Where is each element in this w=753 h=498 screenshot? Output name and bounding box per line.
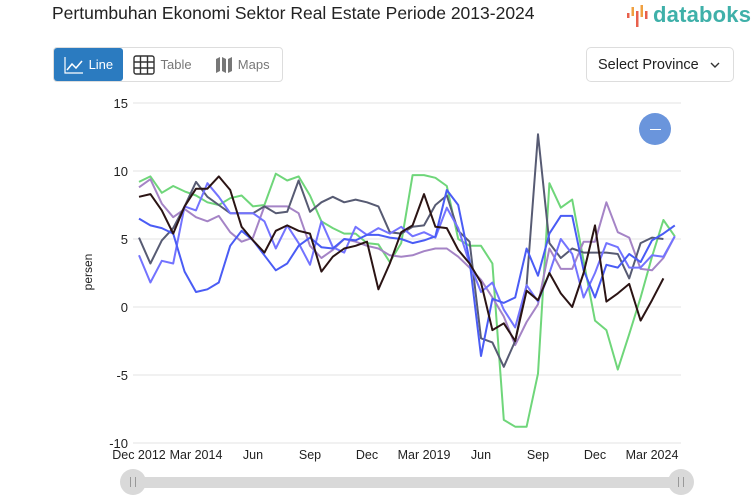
range-slider-right-handle[interactable] (668, 469, 694, 495)
x-tick-label: Mar 2014 (170, 448, 223, 462)
series-line-4[interactable] (138, 182, 676, 329)
x-tick-label: Sep (299, 448, 321, 462)
logo-bars-icon (627, 5, 648, 27)
logo-text: databoks (653, 2, 752, 27)
minus-icon (649, 128, 661, 130)
series-line-1[interactable] (138, 172, 676, 428)
x-axis: Dec 2012 Mar 2014 Jun Sep Dec Mar 2019 Jun Sep D… (112, 448, 678, 462)
y-tick-label: 15 (114, 96, 128, 111)
grip-icon (130, 477, 136, 487)
maps-view-label: Maps (237, 57, 270, 72)
y-axis: 15 10 5 0 -5 -10 (109, 96, 128, 451)
y-tick-label: -10 (109, 436, 128, 451)
x-tick-label: Jun (471, 448, 491, 462)
maps-view-button[interactable]: Maps (202, 48, 282, 81)
series-line-6[interactable] (138, 175, 665, 342)
province-select[interactable]: Select Province (586, 47, 734, 82)
table-view-button[interactable]: Table (123, 48, 203, 81)
chevron-down-icon (710, 62, 720, 68)
range-slider-track[interactable] (133, 477, 681, 488)
x-tick-label: Sep (527, 448, 549, 462)
province-select-label: Select Province (598, 56, 699, 73)
x-tick-label: Dec (356, 448, 378, 462)
zoom-out-button[interactable] (639, 113, 671, 145)
y-tick-label: 5 (121, 232, 128, 247)
x-tick-label: Dec (584, 448, 606, 462)
y-tick-label: -5 (116, 368, 128, 383)
line-view-label: Line (88, 57, 114, 72)
x-tick-label: Mar 2024 (626, 448, 679, 462)
series-line-5[interactable] (138, 189, 676, 357)
databoks-logo: databoks (626, 2, 751, 28)
series-line-2[interactable] (138, 178, 676, 347)
y-tick-label: 0 (121, 300, 128, 315)
line-view-button[interactable]: Line (54, 48, 123, 81)
grip-icon (678, 477, 684, 487)
series-line-3[interactable] (138, 133, 664, 368)
table-view-label: Table (160, 57, 192, 72)
view-toggle: Line Table Maps (53, 47, 283, 82)
x-tick-label: Mar 2019 (398, 448, 451, 462)
table-grid-icon (133, 54, 156, 75)
gridlines (133, 102, 681, 444)
x-tick-label: Dec 2012 (112, 448, 166, 462)
map-icon (215, 56, 232, 73)
chart-title: Pertumbuhan Ekonomi Sektor Real Estate P… (52, 3, 535, 23)
line-chart-icon (63, 56, 83, 74)
y-tick-label: 10 (114, 164, 128, 179)
y-axis-title: persen (81, 254, 95, 291)
x-tick-label: Jun (243, 448, 263, 462)
range-slider-left-handle[interactable] (120, 469, 146, 495)
series-lines (138, 133, 676, 428)
